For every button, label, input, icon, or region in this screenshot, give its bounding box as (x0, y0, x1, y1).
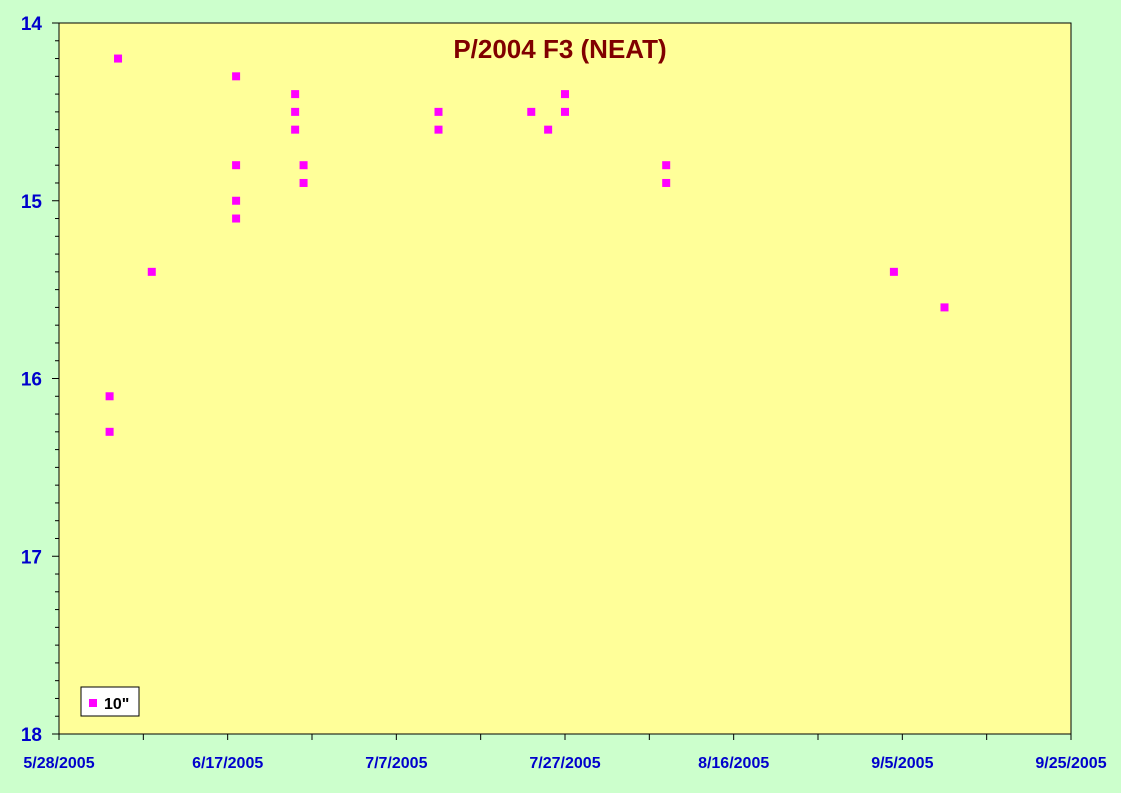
data-point (232, 214, 241, 223)
data-point (561, 90, 569, 99)
x-tick-label: 9/25/2005 (1035, 755, 1106, 772)
data-point (291, 125, 300, 134)
x-tick-label: 6/17/2005 (192, 755, 263, 772)
x-tick-label: 5/28/2005 (23, 755, 94, 772)
chart-title: P/2004 F3 (NEAT) (453, 34, 666, 64)
y-tick-label: 17 (21, 547, 42, 568)
data-point (232, 196, 241, 205)
x-tick-label: 9/5/2005 (871, 755, 933, 772)
data-point (662, 161, 671, 170)
y-tick-label: 18 (21, 725, 42, 746)
data-point (291, 90, 300, 99)
data-point (527, 107, 536, 116)
data-point (291, 107, 300, 116)
data-point (232, 72, 241, 81)
legend-label: 10" (104, 696, 129, 713)
legend: 10" (80, 686, 140, 717)
y-tick-label: 14 (21, 14, 43, 35)
y-tick-label: 15 (21, 192, 43, 213)
data-point (105, 392, 114, 401)
data-point (434, 125, 443, 134)
data-point (889, 267, 898, 276)
y-tick-label: 16 (21, 370, 42, 391)
legend-marker-icon (89, 699, 97, 707)
data-point (561, 107, 569, 116)
data-point (299, 178, 308, 187)
data-point (105, 427, 114, 436)
data-point (299, 161, 308, 170)
x-tick-label: 7/27/2005 (529, 755, 600, 772)
data-point (147, 267, 156, 276)
data-point (232, 161, 241, 170)
plot-area (58, 22, 1072, 735)
x-tick-label: 7/7/2005 (365, 755, 427, 772)
x-tick-label: 8/16/2005 (698, 755, 769, 772)
data-points (105, 54, 949, 436)
data-point (544, 125, 553, 134)
axes: 5/28/2005 6/17/2005 7/7/2005 7/27/2005 8/16/… (21, 14, 1107, 772)
data-point (434, 107, 443, 116)
data-point (114, 54, 123, 63)
data-point (940, 303, 949, 312)
data-point (662, 178, 671, 187)
